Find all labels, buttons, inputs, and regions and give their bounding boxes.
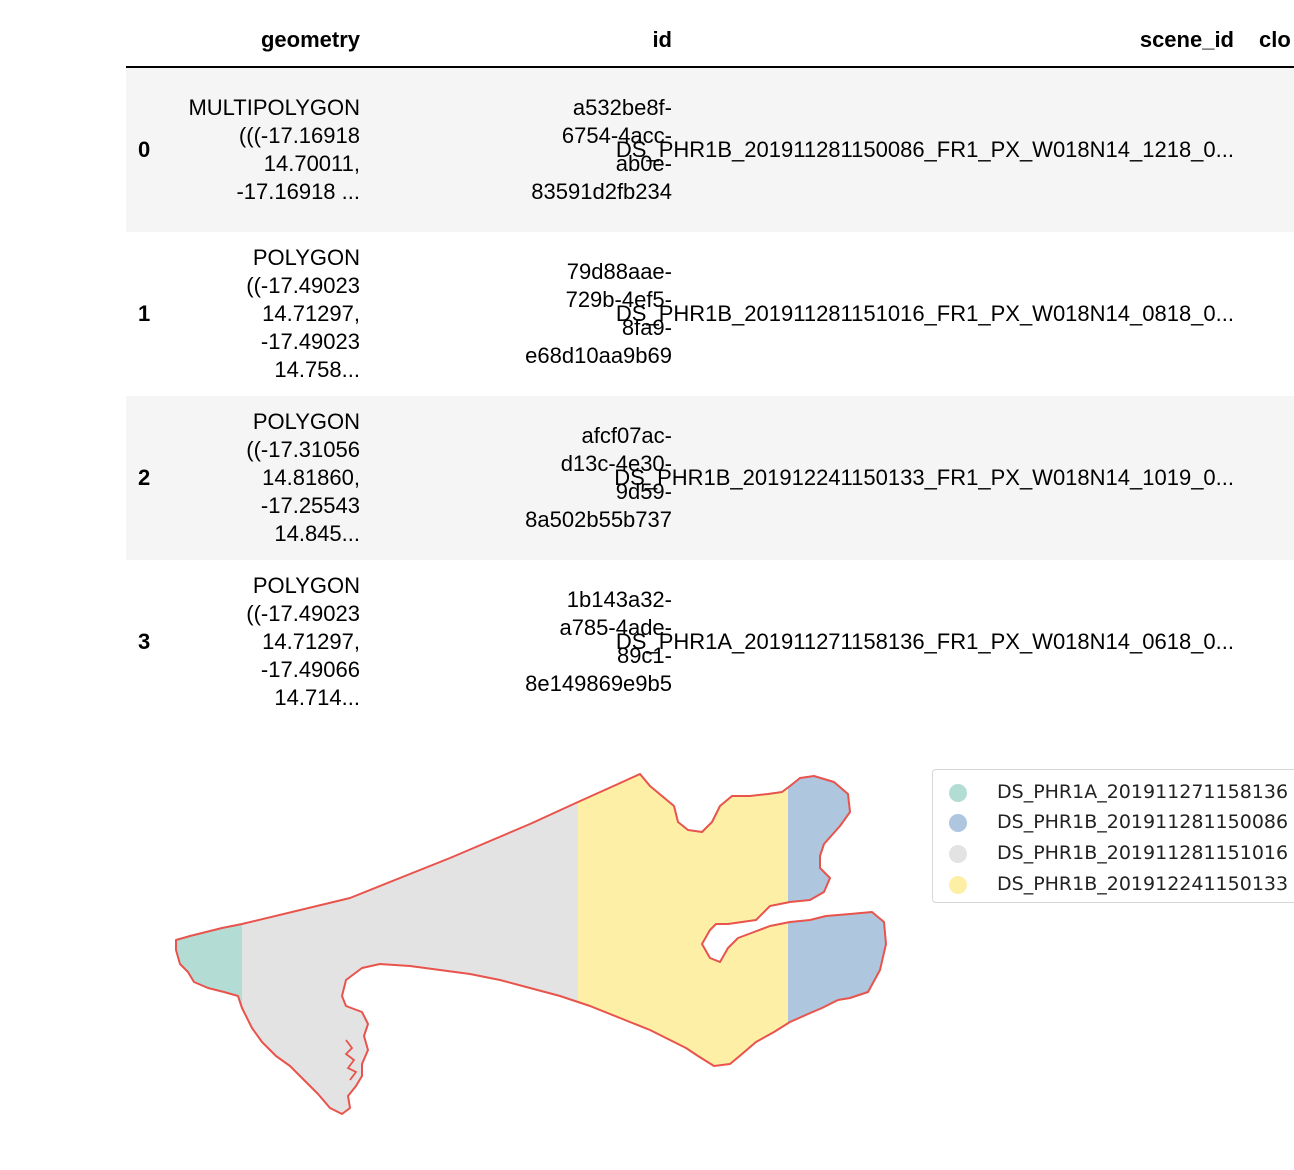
- column-header-id: id: [652, 27, 672, 52]
- column-header-truncated: clo: [1259, 27, 1291, 52]
- scene-id-cell: DS_PHR1B_201911281151016_FR1_PX_W018N14_…: [615, 301, 1234, 326]
- geometry-cell: POLYGON ((-17.49023 14.71297, -17.49066 …: [246, 573, 360, 710]
- legend-marker-icon: [949, 814, 967, 832]
- column-header-scene-id: scene_id: [1139, 27, 1234, 52]
- table-header: geometry id scene_id clo: [126, 0, 1294, 68]
- table-row: 0 MULTIPOLYGON (((-17.16918 14.70011, -1…: [126, 68, 1294, 232]
- map-regions: [176, 774, 886, 1114]
- coastline-detail: [344, 1039, 358, 1081]
- id-cell: 79d88aae- 729b-4ef5- 8fa9- e68d10aa9b69: [525, 259, 672, 368]
- legend-label: DS_PHR1B_201911281151016: [997, 842, 1289, 864]
- region-ds-phr1b-201911281151016: [242, 774, 578, 1114]
- region-ds-phr1a-201911271158136: [176, 774, 242, 1114]
- table-row: 1 POLYGON ((-17.49023 14.71297, -17.4902…: [126, 232, 1294, 396]
- legend-label: DS_PHR1B_201911281150086: [997, 811, 1289, 833]
- dataframe-table: geometry id scene_id clo 0 MULTIPOLYGON …: [126, 0, 1294, 723]
- id-cell: 1b143a32- a785-4ade- 89c1- 8e149869e9b5: [525, 587, 672, 696]
- table-row: 2 POLYGON ((-17.31056 14.81860, -17.2554…: [126, 396, 1294, 560]
- geometry-cell: POLYGON ((-17.49023 14.71297, -17.49023 …: [246, 245, 360, 382]
- geometry-cell: POLYGON ((-17.31056 14.81860, -17.25543 …: [246, 409, 360, 546]
- legend-marker-icon: [949, 784, 967, 802]
- map-plot: [175, 773, 887, 1115]
- map-legend: DS_PHR1A_201911271158136 DS_PHR1B_201911…: [932, 769, 1294, 903]
- scene-id-cell: DS_PHR1A_201911271158136_FR1_PX_W018N14_…: [615, 629, 1234, 654]
- row-index: 2: [138, 465, 151, 490]
- legend-marker-icon: [949, 845, 967, 863]
- id-cell: a532be8f- 6754-4acc- ab0e- 83591d2fb234: [531, 95, 672, 204]
- row-index: 1: [138, 301, 151, 326]
- row-index: 3: [138, 629, 151, 654]
- row-index: 0: [138, 137, 151, 162]
- geometry-cell: MULTIPOLYGON (((-17.16918 14.70011, -17.…: [188, 95, 360, 204]
- column-header-geometry: geometry: [260, 27, 360, 52]
- table-row: 3 POLYGON ((-17.49023 14.71297, -17.4906…: [126, 560, 1294, 723]
- scene-id-cell: DS_PHR1B_201912241150133_FR1_PX_W018N14_…: [614, 465, 1234, 490]
- region-ds-phr1b-201911281150086: [788, 774, 886, 1114]
- legend-label: DS_PHR1A_201911271158136: [997, 781, 1289, 803]
- legend-marker-icon: [949, 876, 967, 894]
- id-cell: afcf07ac- d13c-4e30- 9d59- 8a502b55b737: [525, 423, 672, 532]
- legend-label: DS_PHR1B_201912241150133: [997, 873, 1289, 895]
- region-ds-phr1b-201912241150133: [578, 774, 788, 1114]
- scene-id-cell: DS_PHR1B_201911281150086_FR1_PX_W018N14_…: [615, 137, 1234, 162]
